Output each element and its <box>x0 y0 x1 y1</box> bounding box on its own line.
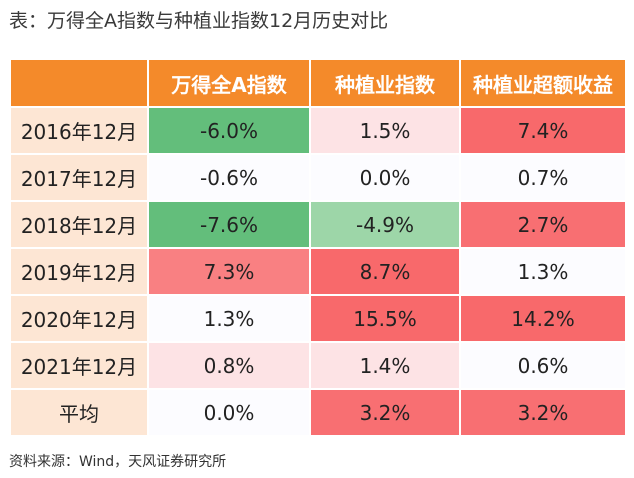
table-row: 2017年12月 -0.6% 0.0% 0.7% <box>9 153 627 202</box>
planting-cell: 0.0% <box>309 153 461 202</box>
excess-return-cell: 3.2% <box>459 388 627 437</box>
row-label: 2016年12月 <box>9 106 149 155</box>
planting-cell: -4.9% <box>309 200 461 249</box>
row-label: 2020年12月 <box>9 294 149 343</box>
header-row: 万得全A指数 种植业指数 种植业超额收益 <box>9 58 627 108</box>
table-header: 万得全A指数 种植业指数 种植业超额收益 <box>9 58 627 108</box>
header-wind-a-index: 万得全A指数 <box>147 58 311 108</box>
row-label: 2018年12月 <box>9 200 149 249</box>
wind-a-cell: -0.6% <box>147 153 311 202</box>
table-row: 2018年12月 -7.6% -4.9% 2.7% <box>9 200 627 249</box>
table-body: 2016年12月 -6.0% 1.5% 7.4% 2017年12月 -0.6% … <box>9 106 627 437</box>
excess-return-cell: 7.4% <box>459 106 627 155</box>
wind-a-cell: -6.0% <box>147 106 311 155</box>
row-label: 2021年12月 <box>9 341 149 390</box>
table-row: 2016年12月 -6.0% 1.5% 7.4% <box>9 106 627 155</box>
wind-a-cell: 0.8% <box>147 341 311 390</box>
excess-return-cell: 1.3% <box>459 247 627 296</box>
row-label: 平均 <box>9 388 149 437</box>
table-row: 平均 0.0% 3.2% 3.2% <box>9 388 627 437</box>
excess-return-cell: 2.7% <box>459 200 627 249</box>
excess-return-cell: 0.7% <box>459 153 627 202</box>
table-row: 2020年12月 1.3% 15.5% 14.2% <box>9 294 627 343</box>
row-label: 2019年12月 <box>9 247 149 296</box>
planting-cell: 1.4% <box>309 341 461 390</box>
wind-a-cell: 1.3% <box>147 294 311 343</box>
planting-cell: 1.5% <box>309 106 461 155</box>
row-label: 2017年12月 <box>9 153 149 202</box>
table-row: 2019年12月 7.3% 8.7% 1.3% <box>9 247 627 296</box>
table-row: 2021年12月 0.8% 1.4% 0.6% <box>9 341 627 390</box>
comparison-table: 万得全A指数 种植业指数 种植业超额收益 2016年12月 -6.0% 1.5%… <box>9 58 627 437</box>
source-footnote: 资料来源：Wind，天风证券研究所 <box>9 454 227 470</box>
header-planting-excess-return: 种植业超额收益 <box>459 58 627 108</box>
wind-a-cell: 7.3% <box>147 247 311 296</box>
planting-cell: 15.5% <box>309 294 461 343</box>
planting-cell: 3.2% <box>309 388 461 437</box>
header-planting-index: 种植业指数 <box>309 58 461 108</box>
wind-a-cell: -7.6% <box>147 200 311 249</box>
planting-cell: 8.7% <box>309 247 461 296</box>
excess-return-cell: 14.2% <box>459 294 627 343</box>
header-corner <box>9 58 149 108</box>
table-caption: 表：万得全A指数与种植业指数12月历史对比 <box>9 10 389 32</box>
wind-a-cell: 0.0% <box>147 388 311 437</box>
excess-return-cell: 0.6% <box>459 341 627 390</box>
